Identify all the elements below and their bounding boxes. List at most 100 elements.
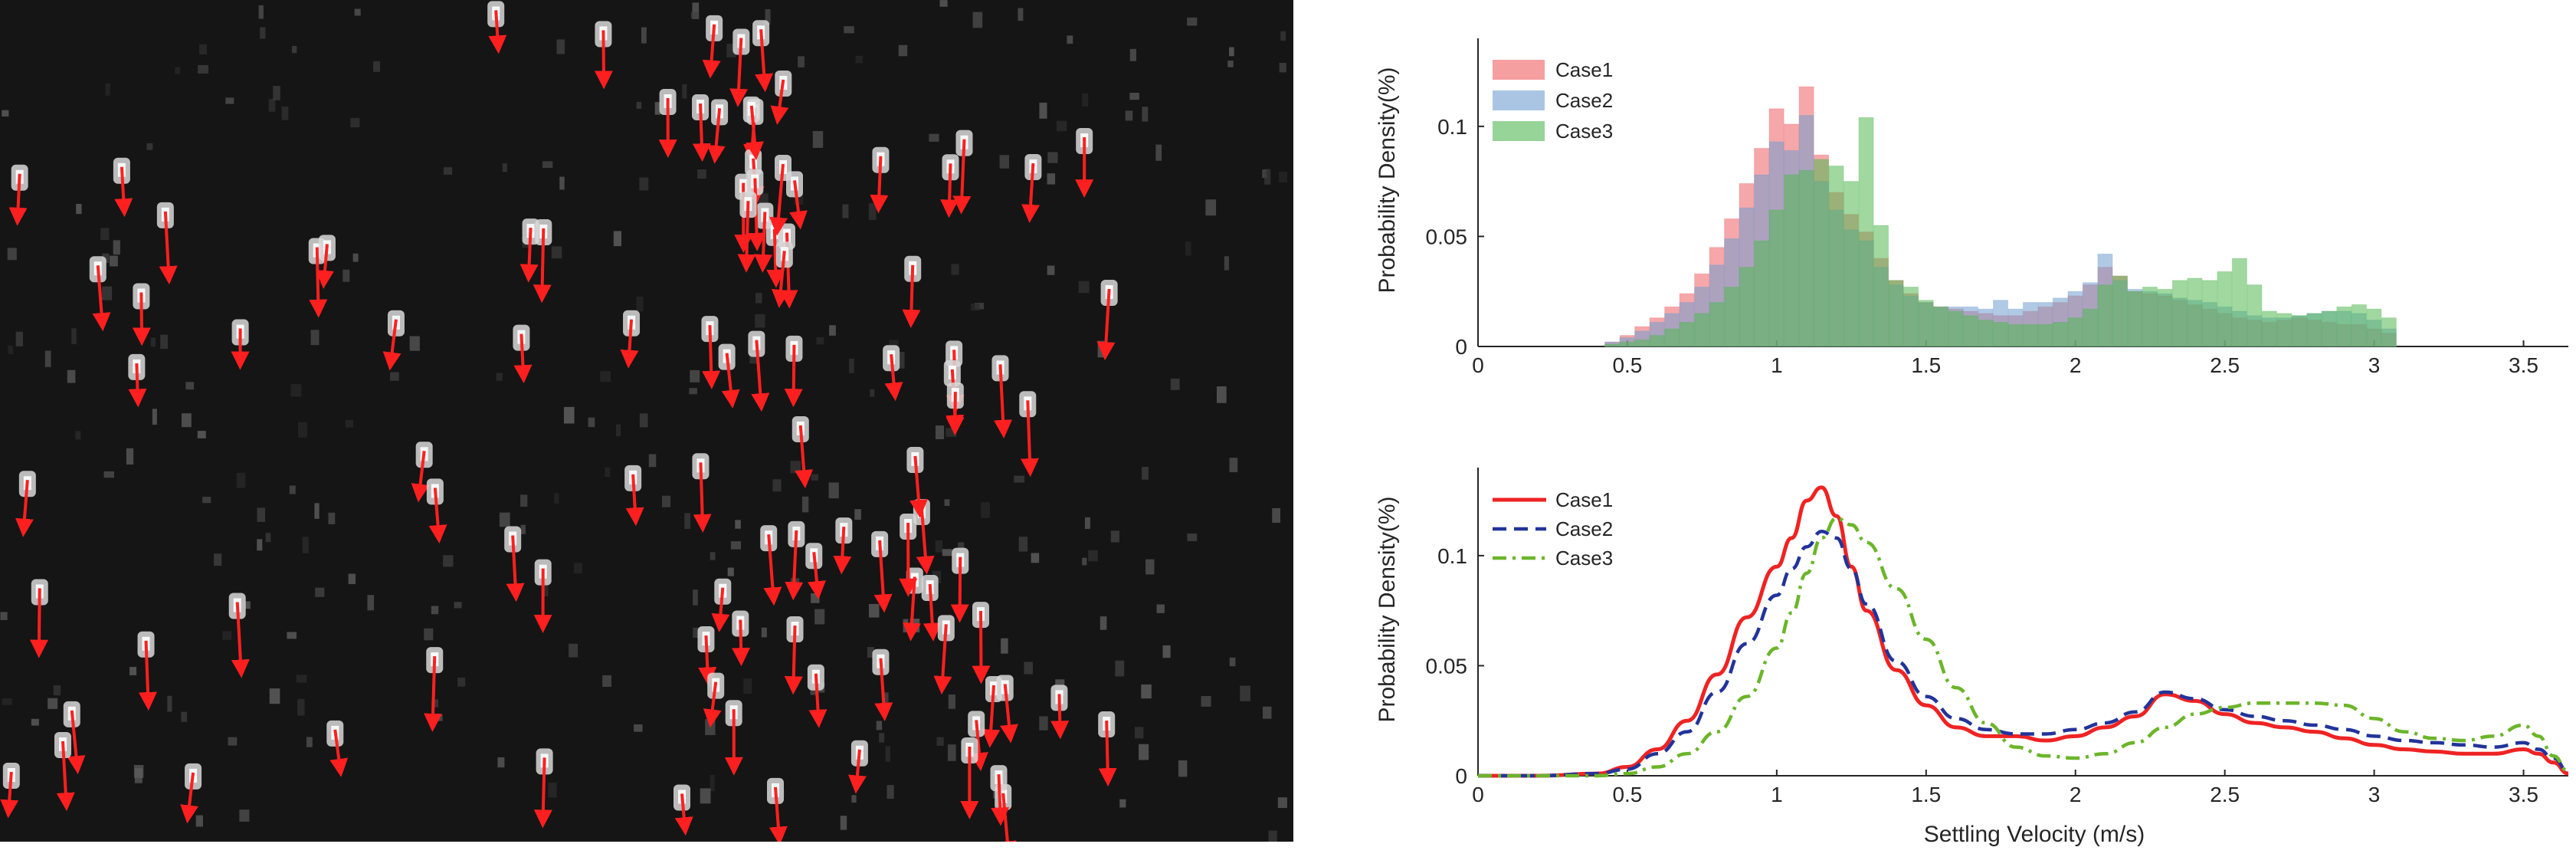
particle [63,701,86,775]
particle [624,465,644,527]
noise-speck [44,350,51,367]
noise-speck [851,795,857,803]
hist-bar [2052,321,2068,347]
noise-speck [542,161,553,169]
noise-speck [409,336,420,351]
particle [933,615,955,695]
kde-x-tick-label: 0.5 [1612,783,1642,806]
noise-speck [244,601,251,609]
particle [533,748,553,829]
noise-speck [569,643,578,658]
hist-bar [2007,323,2024,347]
velocity-arrow [873,540,893,613]
noise-speck [755,293,762,304]
hist-bar [2336,306,2352,347]
hist-x-tick-label: 3.5 [2509,353,2538,377]
velocity-arrow [620,319,639,369]
hist-bar [1948,310,1964,347]
noise-speck [548,782,557,798]
noise-speck [876,721,883,731]
noise-speck [502,163,507,172]
hist-legend-swatch [1493,90,1545,110]
noise-speck [794,193,804,205]
hist-bar [2127,291,2143,347]
particle [785,520,805,601]
velocity-arrow [833,527,852,575]
velocity-arrow [940,163,959,218]
hist-bar [2097,284,2113,347]
noise-speck [1141,684,1152,699]
noise-speck [602,675,611,688]
noise-speck [197,431,206,438]
particle [231,319,250,370]
noise-speck [755,314,765,328]
noise-speck [749,352,759,364]
hist-x-tick-label: 1.5 [1911,353,1941,377]
particle [729,28,750,107]
noise-speck [350,117,360,128]
noise-speck [146,143,153,150]
noise-speck [228,737,238,746]
noise-speck [1125,110,1133,121]
velocity-arrow [982,685,1001,748]
noise-speck [269,688,280,704]
kde-x-tick-label: 3 [2368,783,2381,806]
noise-speck [198,64,208,74]
noise-speck [109,255,118,267]
particle [128,353,147,408]
particle [382,310,405,371]
velocity-arrow [770,79,789,125]
noise-speck [1047,173,1056,185]
noise-speck [390,372,399,381]
noise-speck [842,204,849,218]
noise-speck [497,757,505,768]
noise-speck [697,169,706,179]
noise-speck [1084,517,1090,529]
hist-bar [1768,209,1785,347]
particle [1098,711,1117,787]
noise-speck [812,130,824,148]
noise-speck [1185,241,1191,256]
noise-speck [290,384,302,397]
hist-bar [2112,275,2128,347]
noise-speck [354,8,361,16]
noise-speck [999,155,1010,169]
noise-speck [639,413,648,428]
kde-x-tick-label: 2 [2070,783,2082,806]
velocity-arrow [625,474,644,527]
velocity-arrow [411,451,430,503]
kde-y-tick-label: 0.1 [1437,544,1467,568]
particle [132,283,151,346]
hist-bar [2351,304,2367,347]
particle [805,543,826,600]
noise-speck [636,101,642,109]
noise-speck [499,512,510,527]
velocity-arrow [769,163,788,236]
velocity-arrow [711,587,730,632]
noise-speck [639,177,649,191]
noise-speck [811,474,819,481]
noise-speck [328,512,336,524]
particle [113,157,133,218]
kde-legend: Case1 Case2 Case3 [1493,488,1613,570]
velocity-arrow [1020,400,1039,478]
hist-bar [1634,339,1650,347]
particle [620,310,641,369]
velocity-arrow [721,353,740,409]
noise-speck [556,39,565,54]
noise-speck [1001,638,1008,654]
hist-bar [1619,341,1635,347]
noise-speck [693,589,698,606]
particle [972,602,991,685]
noise-speck [1039,716,1048,731]
particle [872,648,893,721]
particle [952,130,973,215]
kde-x-tick-label: 3.5 [2509,783,2538,806]
particle [906,446,928,518]
noise-speck [67,369,76,383]
noise-speck [315,587,325,597]
noise-speck [257,539,263,551]
velocity-arrow [1050,694,1070,740]
hist-bar [1828,166,1844,347]
velocity-arrow [128,363,147,408]
